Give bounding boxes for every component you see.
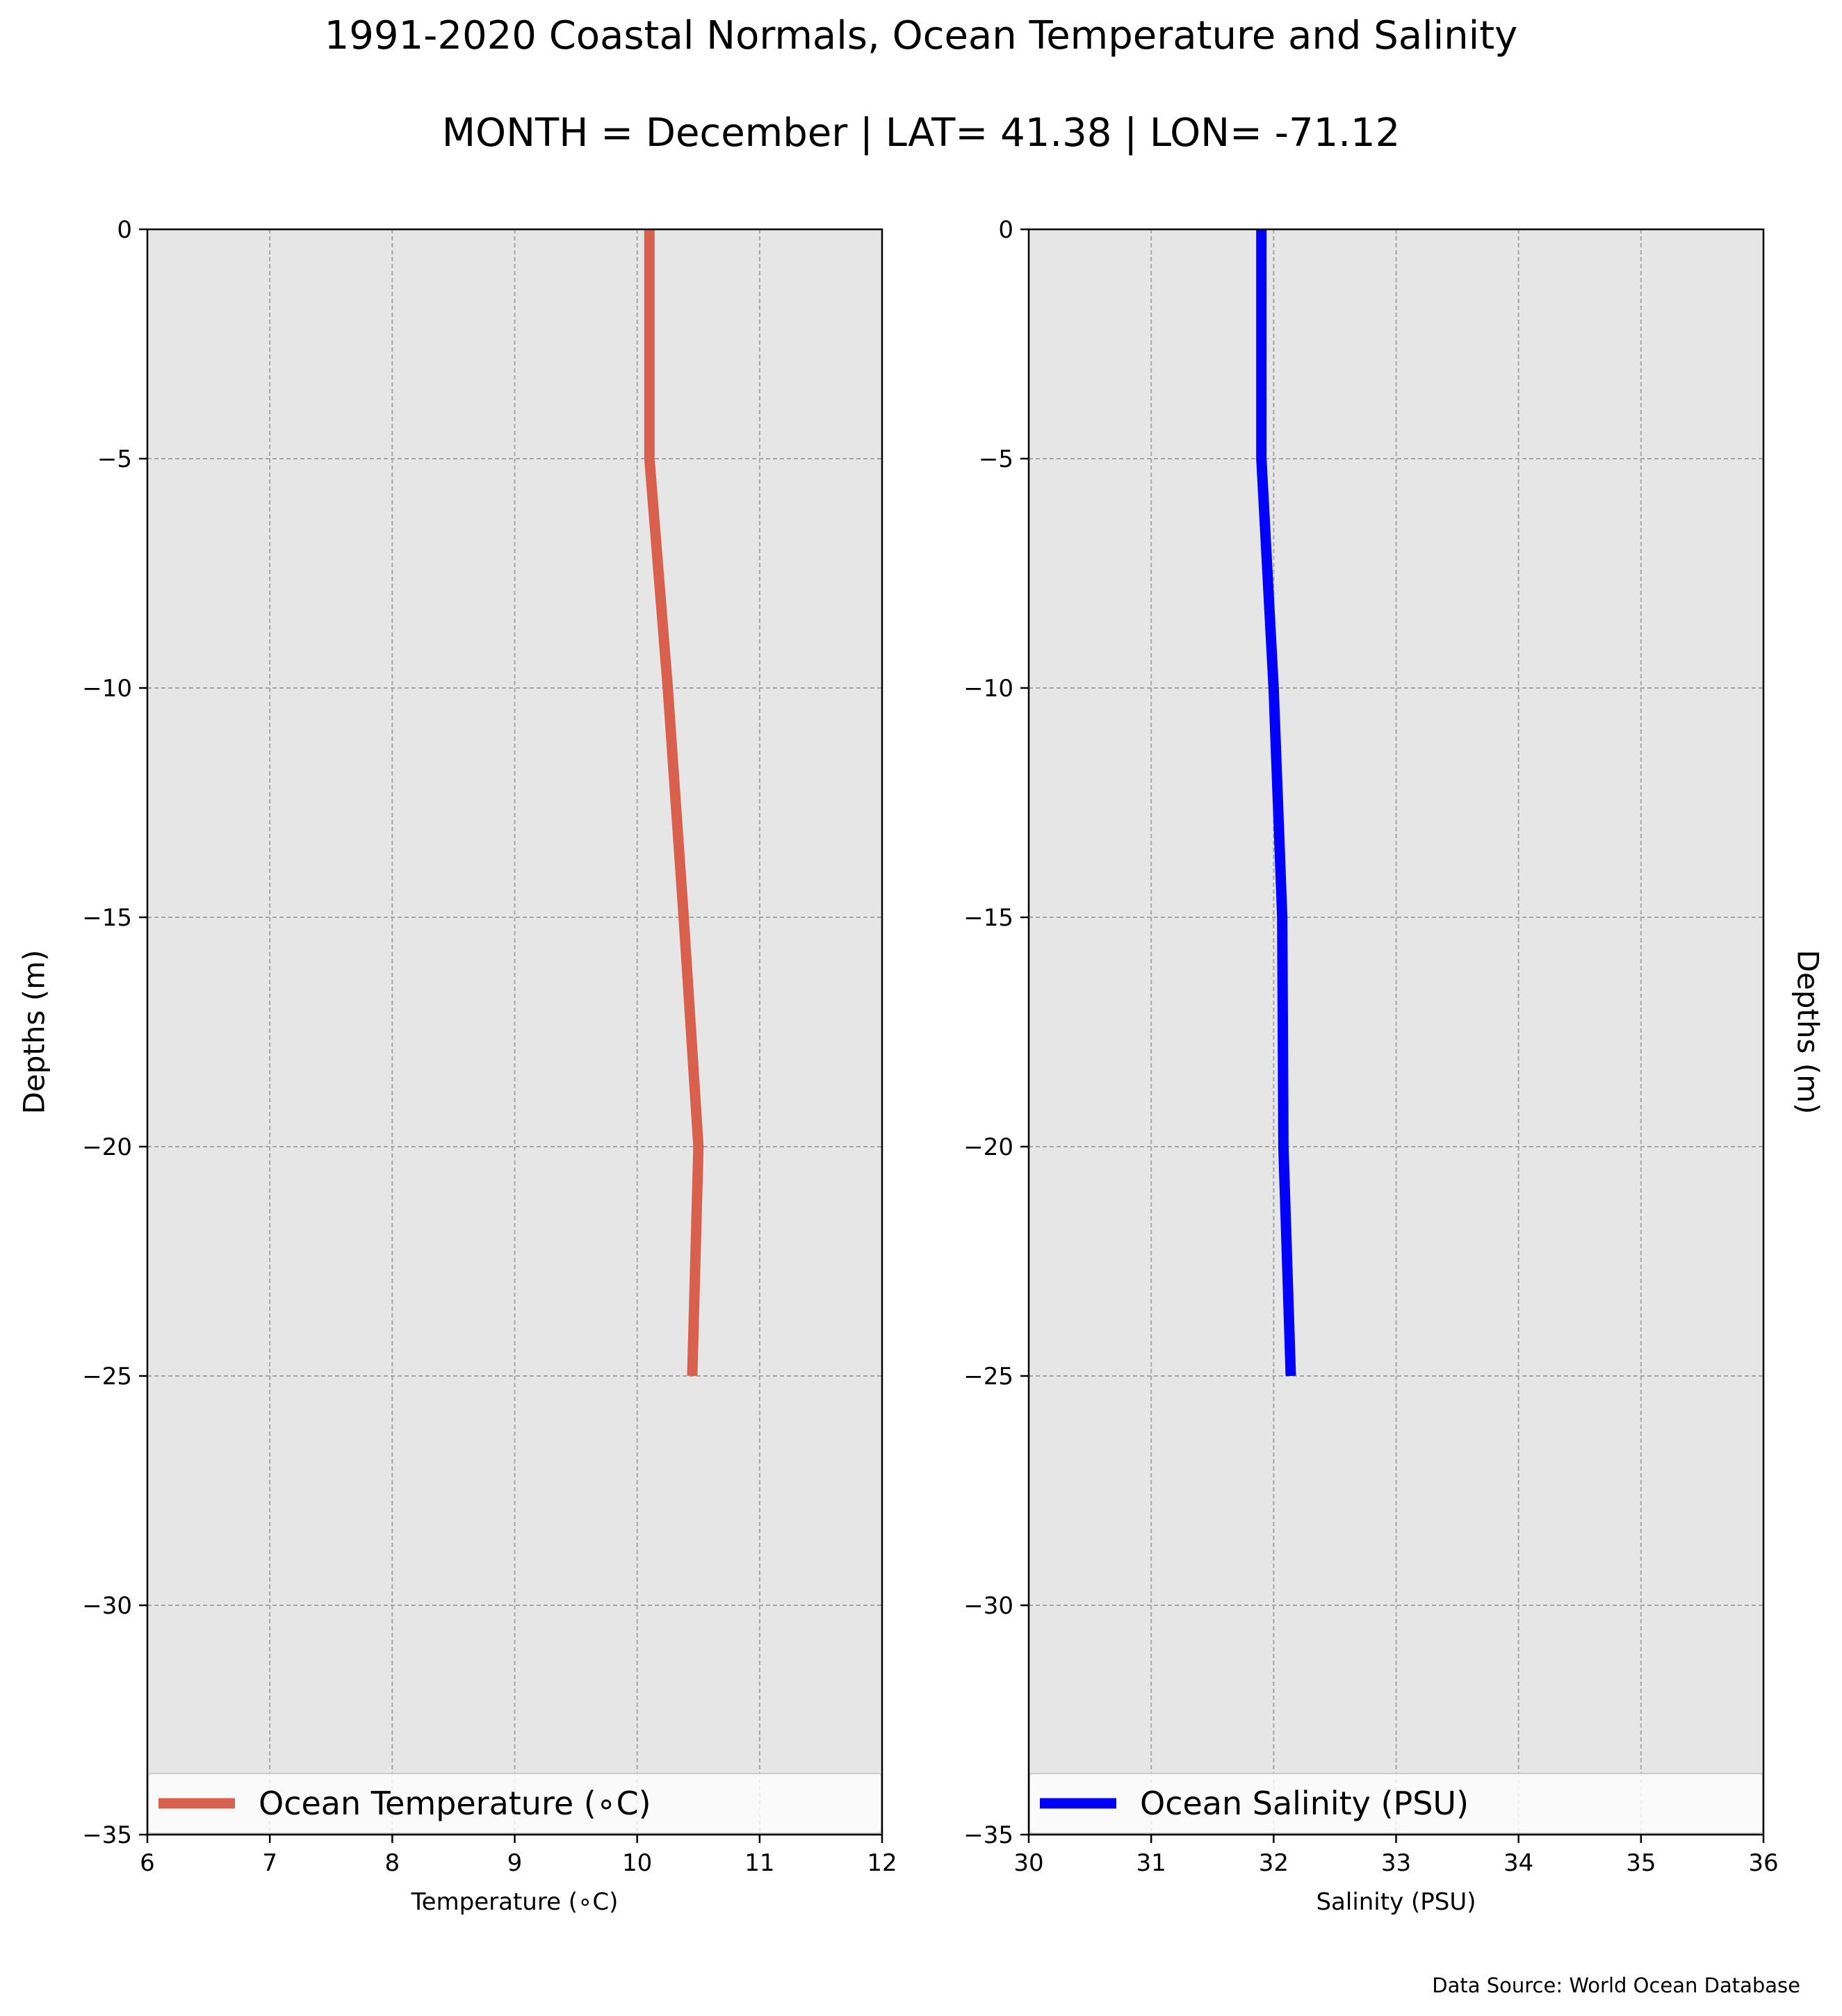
y-tick-label: −15 xyxy=(82,904,132,932)
series-line xyxy=(1256,229,1296,1377)
y-tick-label: −20 xyxy=(963,1133,1013,1161)
y-tick-label: −15 xyxy=(963,904,1013,932)
y-axis-label: Depths (m) xyxy=(17,950,51,1115)
legend-label: Ocean Salinity (PSU) xyxy=(1140,1785,1469,1822)
y-tick-label: −25 xyxy=(82,1363,132,1391)
y-tick-label: 0 xyxy=(117,216,132,244)
y-tick-label: −20 xyxy=(82,1133,132,1161)
x-tick-label: 11 xyxy=(744,1849,774,1877)
x-axis-label: Salinity (PSU) xyxy=(1316,1888,1476,1916)
series-line xyxy=(644,229,704,1377)
x-tick-label: 7 xyxy=(262,1849,277,1877)
y-tick-label: −25 xyxy=(963,1363,1013,1391)
y-tick-label: −30 xyxy=(82,1592,132,1620)
legend-label: Ocean Temperature (∘C) xyxy=(259,1785,651,1822)
x-tick-label: 34 xyxy=(1503,1849,1533,1877)
y-tick-label: −10 xyxy=(82,675,132,703)
x-tick-label: 12 xyxy=(867,1849,897,1877)
y-axis-label: Depths (m) xyxy=(1791,950,1825,1115)
y-tick-label: −5 xyxy=(979,445,1013,473)
y-tick-label: −30 xyxy=(963,1592,1013,1620)
salinity-panel: Ocean Salinity (PSU) 30 31 32 33 34 35 36 0 −5 −10… xyxy=(963,216,1825,1916)
x-tick-label: 33 xyxy=(1381,1849,1411,1877)
x-tick-label: 36 xyxy=(1748,1849,1778,1877)
x-tick-label: 10 xyxy=(622,1849,652,1877)
y-tick-label: 0 xyxy=(998,216,1013,244)
x-tick-label: 31 xyxy=(1136,1849,1166,1877)
y-tick-label: −35 xyxy=(82,1821,132,1849)
x-tick-label: 30 xyxy=(1013,1849,1043,1877)
y-tick-label: −10 xyxy=(963,675,1013,703)
x-tick-label: 32 xyxy=(1259,1849,1289,1877)
data-source-note: Data Source: World Ocean Database xyxy=(1432,1974,1800,1997)
temperature-panel: Ocean Temperature (∘C) 6 7 8 9 10 11 12 0 −5 −10 −1… xyxy=(17,216,897,1916)
y-tick-label: −5 xyxy=(97,445,132,473)
y-tick-label: −35 xyxy=(963,1821,1013,1849)
x-tick-label: 9 xyxy=(507,1849,523,1877)
x-tick-label: 35 xyxy=(1626,1849,1656,1877)
chart-subtitle: MONTH = December | LAT= 41.38 | LON= -71… xyxy=(442,110,1401,156)
chart-title: 1991-2020 Coastal Normals, Ocean Tempera… xyxy=(325,13,1518,58)
x-tick-label: 8 xyxy=(385,1849,400,1877)
x-tick-label: 6 xyxy=(140,1849,155,1877)
x-axis-label: Temperature (∘C) xyxy=(411,1888,619,1916)
